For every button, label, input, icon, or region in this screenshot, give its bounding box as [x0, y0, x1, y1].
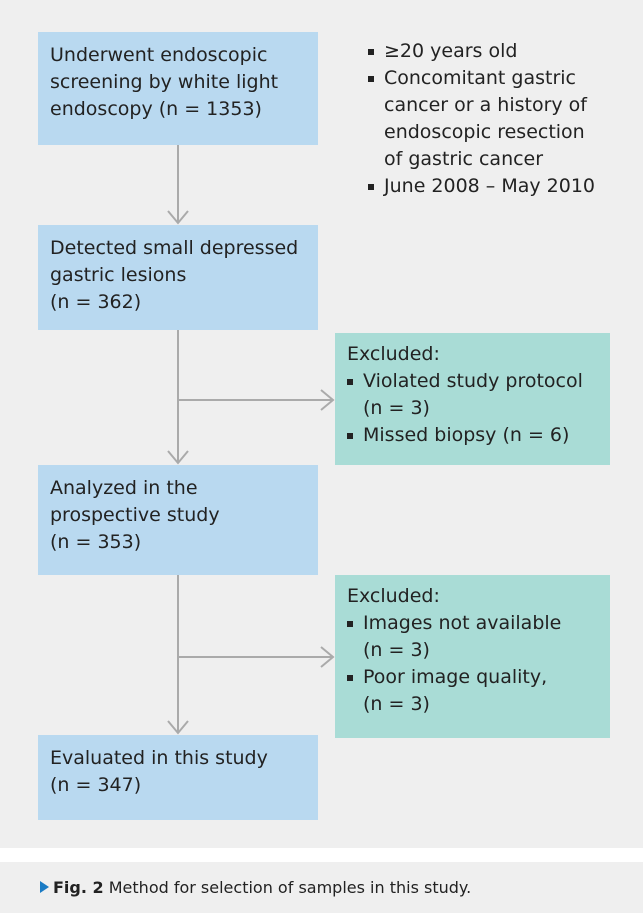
- node-line: (n = 362): [50, 291, 142, 313]
- criterion-line: cancer or a history of: [384, 94, 587, 116]
- connectors: [167, 145, 335, 735]
- criteria-list: ≥20 years old Concomitant gastric cancer o…: [368, 38, 595, 200]
- exclusion-line: (n = 3): [363, 639, 430, 661]
- node-line: (n = 353): [50, 531, 142, 553]
- exclusion-line: (n = 3): [363, 693, 430, 715]
- exclusion-line: Images not available: [363, 612, 562, 634]
- arrow: [178, 389, 335, 411]
- exclusion-item: Missed biopsy (n = 6): [347, 422, 598, 449]
- criterion: Concomitant gastric cancer or a history o…: [368, 65, 595, 173]
- node-line: Analyzed in the: [50, 477, 198, 499]
- exclusion-box: Excluded: Images not available (n = 3) Poor…: [335, 575, 610, 738]
- arrow: [167, 330, 189, 465]
- exclusion-line: (n = 3): [363, 397, 430, 419]
- exclusion-line: Poor image quality,: [363, 666, 548, 688]
- node-line: gastric lesions: [50, 264, 187, 286]
- criterion-line: June 2008 – May 2010: [384, 175, 596, 197]
- exclusion-item: Violated study protocol (n = 3): [347, 368, 598, 422]
- caption-text: Method for selection of samples in this …: [108, 878, 472, 897]
- arrow: [167, 575, 189, 735]
- caption: Fig. 2 Method for selection of samples i…: [0, 862, 643, 913]
- node-line: Evaluated in this study: [50, 747, 268, 769]
- node-line: endoscopy (n = 1353): [50, 98, 262, 120]
- criterion-line: Concomitant gastric: [384, 67, 577, 89]
- exclusion-title: Excluded:: [347, 585, 440, 607]
- caption-marker: [40, 881, 49, 893]
- node: Detected small depressed gastric lesions (…: [38, 225, 318, 330]
- exclusion-line: Missed biopsy (n = 6): [363, 424, 570, 446]
- criterion-line: of gastric cancer: [384, 148, 544, 170]
- criterion-line: endoscopic resection: [384, 121, 585, 143]
- caption-label: Fig. 2: [53, 878, 104, 897]
- exclusion-item: Poor image quality, (n = 3): [347, 664, 598, 718]
- exclusion-line: Violated study protocol: [363, 370, 583, 392]
- node-line: (n = 347): [50, 774, 142, 796]
- exclusion-item: Images not available (n = 3): [347, 610, 598, 664]
- node-line: screening by white light: [50, 71, 279, 93]
- criterion: ≥20 years old: [368, 38, 595, 65]
- criterion: June 2008 – May 2010: [368, 173, 595, 200]
- exclusion-box: Excluded: Violated study protocol (n = 3) M…: [335, 333, 610, 465]
- node: Underwent endoscopic screening by white l…: [38, 32, 318, 145]
- node-line: Underwent endoscopic: [50, 44, 268, 66]
- criterion-line: ≥20 years old: [384, 40, 518, 62]
- node: Analyzed in the prospective study (n = 353…: [38, 465, 318, 575]
- arrow: [178, 646, 335, 668]
- arrow: [167, 145, 189, 225]
- node: Evaluated in this study (n = 347): [38, 735, 318, 820]
- exclusion-title: Excluded:: [347, 343, 440, 365]
- node-line: Detected small depressed: [50, 237, 299, 259]
- node-line: prospective study: [50, 504, 220, 526]
